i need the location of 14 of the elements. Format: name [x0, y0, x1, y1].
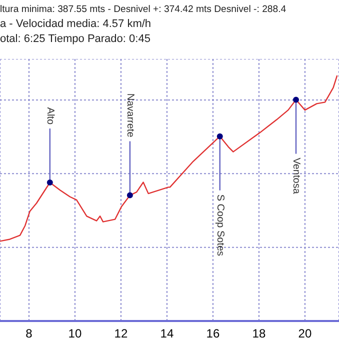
x-tick-label: 12 [114, 326, 128, 339]
x-tick-label: 18 [252, 326, 266, 339]
x-tick-label: 14 [160, 326, 174, 339]
x-tick-label: 20 [298, 326, 312, 339]
annotation: Navarrete [124, 93, 136, 138]
annotation: Alto [44, 107, 56, 125]
chart-subtitle: a - Velocidad media: 4.57 km/h [0, 17, 152, 32]
x-tick-label: 8 [26, 326, 33, 339]
annotation: S Coop Sotes [214, 194, 226, 256]
chart-title: ltura minima: 387.55 mts - Desnivel +: 374.42 mts Desnivel -: 288.4 [0, 3, 288, 17]
x-tick-label: 16 [206, 326, 220, 339]
text: otal: 6:25 Tiempo Parado: 0:45 [0, 32, 152, 47]
x-tick-label: 10 [68, 326, 82, 339]
annotation: Ventosa [290, 158, 302, 194]
